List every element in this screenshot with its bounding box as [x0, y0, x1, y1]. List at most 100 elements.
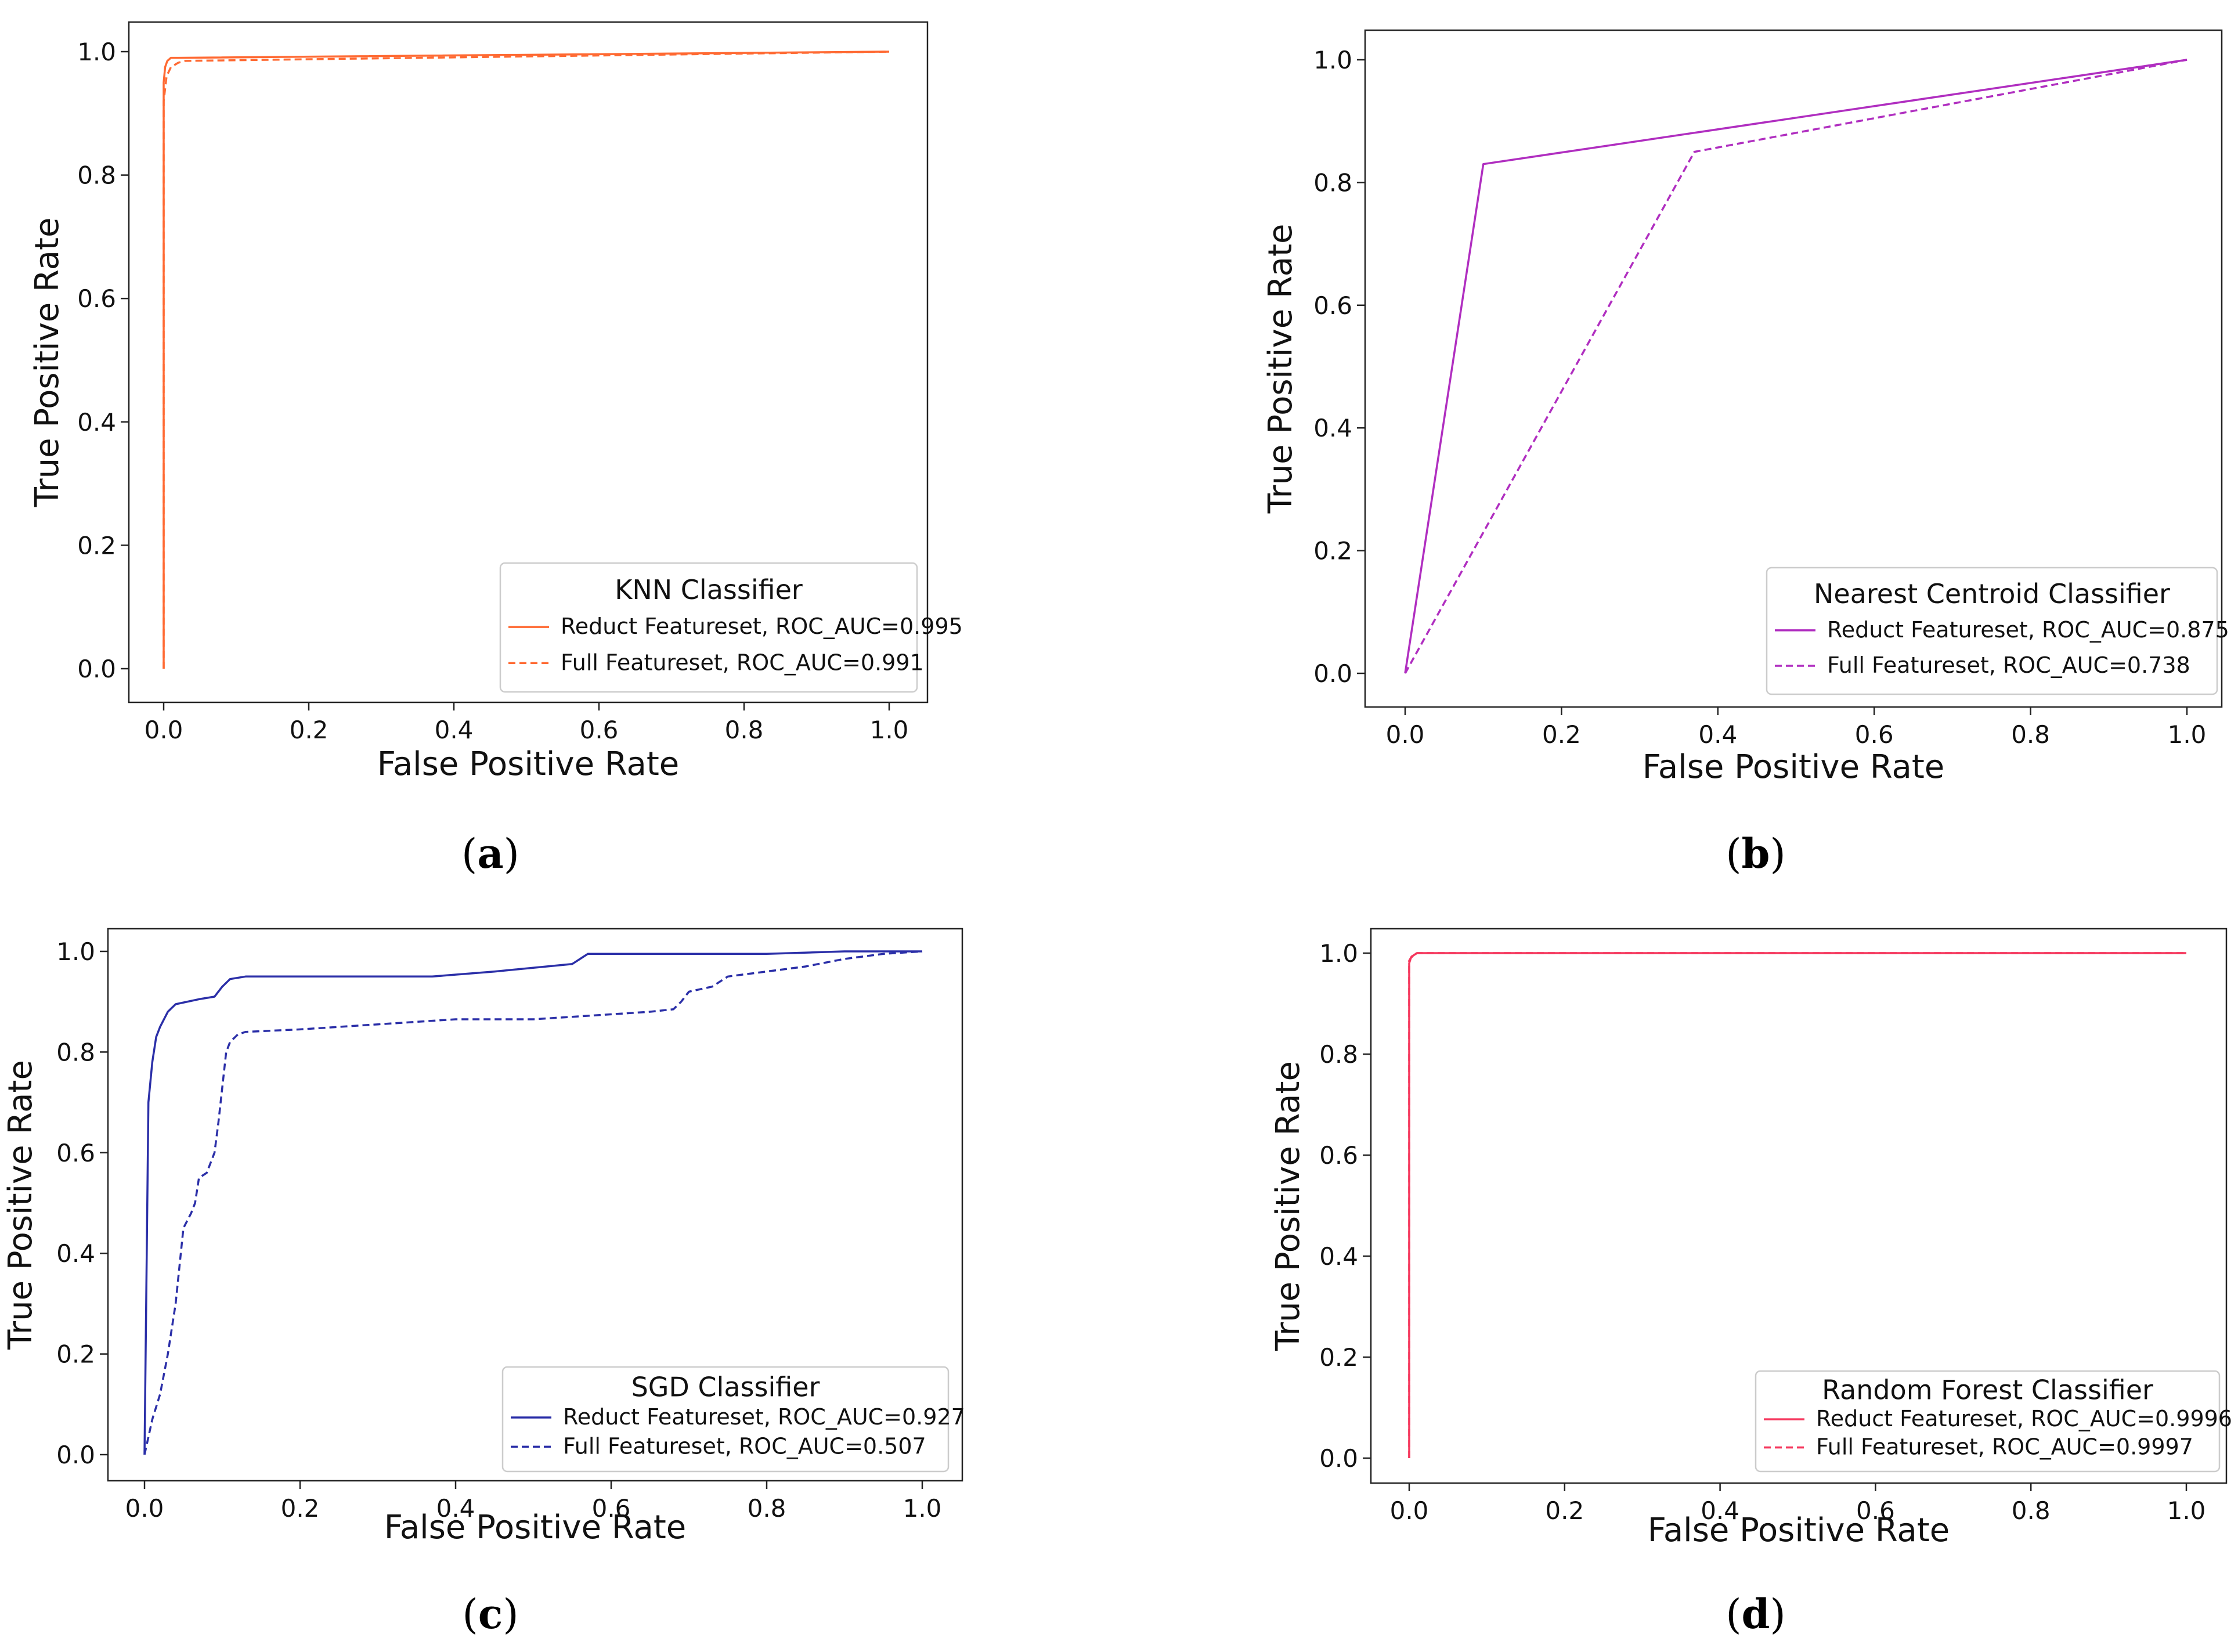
- x-tick-label: 0.4: [436, 1494, 475, 1523]
- x-tick-label: 0.0: [125, 1494, 164, 1523]
- x-tick-label: 0.6: [580, 716, 619, 744]
- legend-entry: Reduct Featureset, ROC_AUC=0.875: [1827, 617, 2229, 643]
- legend-box: [1766, 567, 2218, 695]
- roc-curve-full: [1404, 59, 2188, 674]
- chart-panel-a: 0.0 0.2 0.4 0.6 0.8 1.0 0.0 0.2 0.4 0.6 0.8 1.0 Fals…: [28, 21, 963, 878]
- x-axis-label: False Positive Rate: [384, 1509, 686, 1546]
- y-tick-label: 0.8: [1319, 1040, 1358, 1069]
- y-tick-label: 1.0: [77, 38, 116, 66]
- chart-panel-d: 0.0 0.2 0.4 0.6 0.8 1.0 0.0 0.2 0.4 0.6 0.8 1.0 Fals…: [1269, 928, 2232, 1638]
- x-tick-label: 0.4: [1701, 1496, 1739, 1525]
- legend-box: [499, 562, 918, 693]
- y-tick-label: 0.0: [77, 655, 116, 683]
- x-tick-label: 0.6: [592, 1494, 631, 1523]
- panel-label: (a): [461, 829, 519, 878]
- x-axis-label: False Positive Rate: [377, 745, 679, 783]
- plot-frame: [107, 928, 963, 1482]
- legend-entry: Reduct Featureset, ROC_AUC=0.995: [561, 614, 963, 639]
- legend-entry: Full Featureset, ROC_AUC=0.9997: [1816, 1434, 2193, 1460]
- y-tick-label: 0.6: [56, 1139, 95, 1167]
- y-tick-label: 0.8: [56, 1038, 95, 1066]
- legend-title: Nearest Centroid Classifier: [1814, 578, 2170, 609]
- panel-label: (d): [1726, 1590, 1786, 1638]
- roc-curve-reduct: [143, 950, 922, 1455]
- y-tick-label: 0.6: [77, 284, 116, 313]
- y-tick-label: 0.8: [1313, 168, 1352, 197]
- plot-frame: [1370, 928, 2228, 1484]
- panel-letter: d: [1742, 1590, 1770, 1638]
- y-tick-label: 1.0: [56, 937, 95, 966]
- y-tick-label: 0.0: [1319, 1444, 1358, 1473]
- chart-panel-b: 0.0 0.2 0.4 0.6 0.8 1.0 0.0 0.2 0.4 0.6 0.8 1.0 Fals…: [1262, 29, 2229, 878]
- roc-curve-full: [1408, 952, 2186, 1458]
- legend-entry: Full Featureset, ROC_AUC=0.991: [561, 650, 924, 675]
- x-tick-label: 0.0: [1390, 1496, 1429, 1525]
- x-axis-label: False Positive Rate: [1643, 748, 1944, 786]
- x-tick-label: 0.2: [281, 1494, 320, 1523]
- y-axis-label: True Positive Rate: [28, 218, 66, 508]
- x-tick-label: 0.0: [145, 716, 183, 744]
- x-tick-label: 0.6: [1856, 1496, 1895, 1525]
- legend-entry: Full Featureset, ROC_AUC=0.738: [1827, 652, 2190, 678]
- y-axis-label: True Positive Rate: [1262, 224, 1300, 514]
- y-tick-label: 0.0: [56, 1441, 95, 1469]
- panel-letter: a: [477, 829, 503, 878]
- legend-title: KNN Classifier: [615, 574, 803, 605]
- legend-entry: Reduct Featureset, ROC_AUC=0.9996: [1816, 1406, 2232, 1431]
- legend-box: [501, 1366, 950, 1473]
- roc-curve-reduct: [163, 51, 890, 669]
- y-axis-label: True Positive Rate: [2, 1060, 39, 1350]
- legend-title: Random Forest Classifier: [1822, 1374, 2153, 1405]
- plot-frame: [1364, 29, 2223, 708]
- y-tick-label: 0.6: [1313, 291, 1352, 320]
- x-tick-label: 0.8: [2011, 720, 2050, 749]
- x-tick-label: 0.8: [725, 716, 764, 744]
- x-tick-label: 0.2: [1542, 720, 1581, 749]
- plot-frame: [128, 21, 929, 704]
- y-tick-label: 0.2: [1319, 1343, 1358, 1372]
- roc-curve-full: [163, 51, 890, 669]
- x-tick-label: 1.0: [2168, 720, 2207, 749]
- y-tick-label: 0.4: [1319, 1242, 1358, 1271]
- legend: Nearest Centroid Classifier Reduct Featur…: [1766, 567, 2229, 695]
- x-tick-label: 0.2: [1545, 1496, 1584, 1525]
- legend-title: SGD Classifier: [631, 1371, 820, 1402]
- panel-label: (b): [1726, 829, 1786, 878]
- legend-box: [1755, 1370, 2221, 1473]
- y-tick-label: 1.0: [1319, 939, 1358, 968]
- panel-label: (c): [462, 1590, 518, 1638]
- legend: KNN Classifier Reduct Featureset, ROC_AUC…: [499, 562, 963, 693]
- x-tick-label: 0.8: [2012, 1496, 2051, 1525]
- x-tick-label: 0.2: [290, 716, 329, 744]
- x-tick-label: 0.6: [1855, 720, 1894, 749]
- y-tick-label: 0.2: [56, 1340, 95, 1369]
- legend-entry: Full Featureset, ROC_AUC=0.507: [563, 1433, 926, 1459]
- y-tick-label: 0.4: [56, 1239, 95, 1268]
- chart-panel-c: 0.0 0.2 0.4 0.6 0.8 1.0 0.0 0.2 0.4 0.6 0.8 1.0 Fals…: [2, 928, 965, 1638]
- y-tick-label: 0.0: [1313, 659, 1352, 688]
- x-tick-label: 0.4: [1698, 720, 1737, 749]
- x-tick-label: 1.0: [2167, 1496, 2206, 1525]
- y-tick-label: 0.2: [1313, 537, 1352, 565]
- x-tick-label: 1.0: [903, 1494, 942, 1523]
- y-tick-label: 0.8: [77, 161, 116, 190]
- roc-curve-full: [143, 950, 923, 1455]
- y-axis-label: True Positive Rate: [1269, 1061, 1307, 1351]
- roc-curve-reduct: [1404, 59, 2188, 674]
- panel-letter: b: [1742, 829, 1770, 878]
- x-tick-label: 1.0: [870, 716, 909, 744]
- x-tick-label: 0.4: [435, 716, 474, 744]
- y-tick-label: 0.4: [1313, 414, 1352, 442]
- x-tick-label: 0.0: [1386, 720, 1425, 749]
- y-tick-label: 0.4: [77, 408, 116, 437]
- legend-entry: Reduct Featureset, ROC_AUC=0.927: [563, 1404, 965, 1430]
- y-tick-label: 0.2: [77, 531, 116, 560]
- panel-letter: c: [478, 1590, 503, 1638]
- y-tick-label: 0.6: [1319, 1141, 1358, 1170]
- x-tick-label: 0.8: [748, 1494, 786, 1523]
- y-tick-label: 1.0: [1313, 46, 1352, 74]
- x-axis-label: False Positive Rate: [1648, 1512, 1950, 1549]
